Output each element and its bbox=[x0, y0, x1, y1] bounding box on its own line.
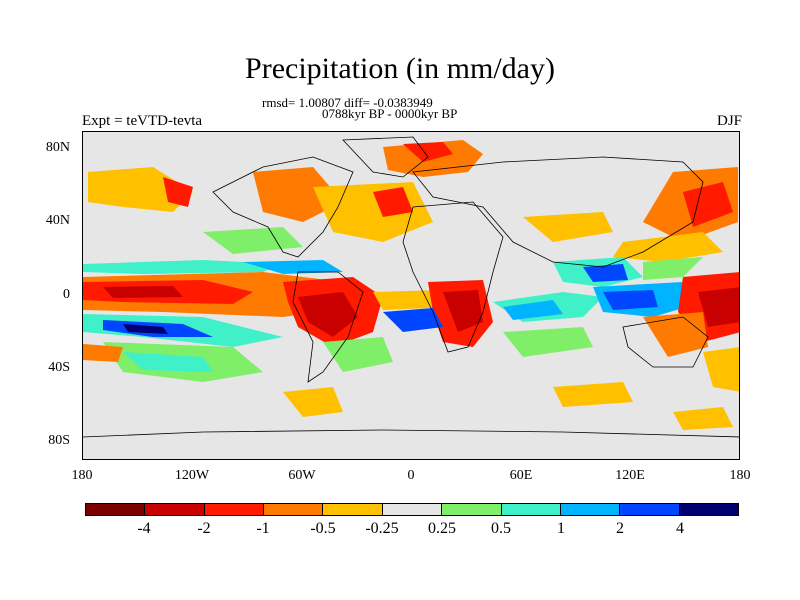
bengal-blue bbox=[583, 264, 628, 282]
cb-label: -2 bbox=[197, 520, 211, 537]
cb-label: 0.5 bbox=[491, 520, 511, 537]
trop-pac-deep bbox=[103, 286, 183, 298]
coastlines bbox=[83, 136, 739, 438]
lon-label-120e: 120E bbox=[615, 468, 645, 483]
antarctica-coast bbox=[83, 429, 739, 438]
spac-cyan bbox=[123, 352, 213, 372]
satl-blue bbox=[383, 308, 443, 332]
australia-patch bbox=[643, 312, 708, 357]
colorbar-swatch bbox=[620, 504, 680, 515]
natl-patch bbox=[253, 167, 343, 222]
itcz-blue bbox=[243, 260, 343, 274]
wpac-deep bbox=[698, 287, 739, 327]
chart-title: Precipitation (in mm/day) bbox=[245, 52, 555, 85]
colorbar-swatch bbox=[264, 504, 324, 515]
greenland-coast bbox=[342, 136, 429, 178]
colorbar bbox=[85, 503, 739, 516]
npac-green bbox=[203, 227, 303, 254]
eurasia-coast bbox=[412, 156, 704, 268]
spcz-deep bbox=[123, 324, 168, 334]
so-patch-1 bbox=[283, 387, 343, 417]
precipitation-map bbox=[82, 131, 740, 460]
colorbar-swatch bbox=[204, 504, 265, 515]
maritime-core bbox=[603, 290, 658, 310]
kuroshio-patch bbox=[613, 232, 723, 262]
anomaly-patches bbox=[83, 140, 739, 430]
period-subtitle: 0788kyr BP - 0000kyr BP bbox=[322, 106, 458, 121]
lon-label-120w: 120W bbox=[174, 468, 210, 483]
lat-label-40s: 40S bbox=[48, 360, 70, 375]
itcz-band bbox=[83, 260, 283, 274]
lon-label-60e: 60E bbox=[509, 468, 533, 483]
lat-label-80n: 80N bbox=[45, 140, 70, 155]
colorbar-swatch bbox=[442, 504, 502, 515]
australia-coast bbox=[622, 316, 709, 368]
map-canvas bbox=[83, 132, 739, 459]
colorbar-swatch bbox=[145, 504, 205, 515]
lon-label-180e: 180 bbox=[729, 468, 751, 483]
arctic-core bbox=[403, 142, 453, 162]
cb-label: -0.5 bbox=[310, 520, 336, 537]
npac-high-core bbox=[163, 177, 193, 207]
africa-core bbox=[443, 290, 483, 332]
cb-label: -0.25 bbox=[365, 520, 399, 537]
satl-green bbox=[323, 337, 393, 372]
lat-label-80s: 80S bbox=[48, 433, 70, 448]
colorbar-swatch bbox=[382, 504, 443, 515]
south-america-coast bbox=[292, 271, 364, 383]
lon-label-0: 0 bbox=[407, 468, 415, 483]
indian-blue bbox=[503, 300, 563, 320]
so-patch-2 bbox=[553, 382, 633, 407]
wpac-green bbox=[643, 257, 703, 280]
lat-label-0: 0 bbox=[63, 287, 70, 302]
lon-label-60w: 60W bbox=[288, 468, 316, 483]
cb-label: 4 bbox=[676, 520, 684, 537]
cb-label: 2 bbox=[616, 520, 624, 537]
so-patch-3 bbox=[673, 407, 733, 430]
cb-label: -4 bbox=[137, 520, 151, 537]
experiment-label: Expt = teVTD-tevta bbox=[82, 113, 203, 129]
colorbar-swatch bbox=[560, 504, 621, 515]
stats-subtitle: rmsd= 1.00807 diff= -0.0383949 bbox=[262, 95, 433, 110]
sind-green bbox=[503, 327, 593, 357]
spac-orange bbox=[83, 344, 123, 362]
africa-coast bbox=[402, 201, 504, 353]
north-america-coast bbox=[212, 156, 354, 258]
cb-label: 1 bbox=[557, 520, 565, 537]
natl-core bbox=[373, 187, 413, 217]
colorbar-swatch bbox=[323, 504, 383, 515]
cb-label: -1 bbox=[256, 520, 270, 537]
colorbar-swatch bbox=[501, 504, 561, 515]
amazon-core bbox=[298, 292, 358, 337]
cb-label: 0.25 bbox=[428, 520, 456, 537]
npac-east-core bbox=[683, 182, 733, 227]
lat-label-40n: 40N bbox=[45, 213, 70, 228]
season-label: DJF bbox=[716, 113, 742, 129]
colorbar-swatch bbox=[679, 504, 738, 515]
lon-label-180w: 180 bbox=[71, 468, 93, 483]
spac-east bbox=[703, 347, 739, 392]
colorbar-swatch bbox=[86, 504, 146, 515]
asia-patch bbox=[523, 212, 613, 242]
